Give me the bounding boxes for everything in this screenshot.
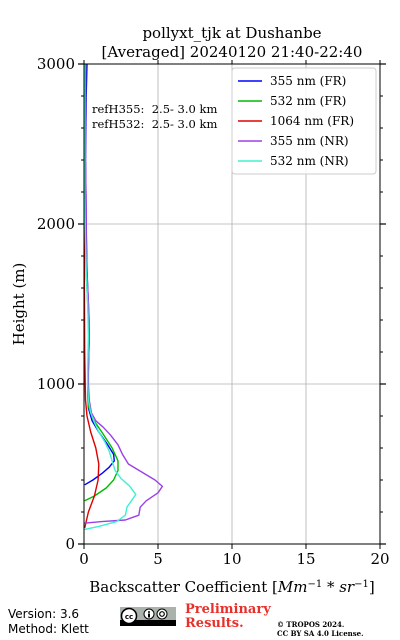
chart-title: pollyxt_tjk at Dushanbe <box>142 24 321 42</box>
legend-entry-0: 355 nm (FR) <box>270 74 346 88</box>
y-axis-label: Height (m) <box>10 263 28 346</box>
x-tick-label-0: 0 <box>79 550 89 568</box>
annotation-refh532: refH532: 2.5- 3.0 km <box>92 117 217 131</box>
reference-height-annotations: refH355: 2.5- 3.0 km refH532: 2.5- 3.0 k… <box>92 102 217 131</box>
preliminary-line-1: Preliminary <box>185 602 271 617</box>
legend-entry-4: 532 nm (NR) <box>270 154 349 168</box>
legend-box <box>231 67 377 175</box>
preliminary-line-2: Results. <box>185 616 244 631</box>
version-label: Version: 3.6 <box>8 607 80 621</box>
y-tick-label-0: 0 <box>65 535 75 553</box>
legend-entry-1: 532 nm (FR) <box>270 94 346 108</box>
annotation-refh355: refH355: 2.5- 3.0 km <box>92 102 217 116</box>
method-label: Method: Klett <box>8 622 89 636</box>
copyright-line-1: © TROPOS 2024. <box>277 620 345 629</box>
series-line-4 <box>83 64 137 531</box>
axis-ticks: 0 5 10 15 20 0 1000 2000 3000 <box>37 55 390 568</box>
y-tick-label-2: 2000 <box>37 215 75 233</box>
copyright-notice: © TROPOS 2024. CC BY SA 4.0 License. <box>277 620 364 638</box>
legend: 355 nm (FR) 532 nm (FR) 1064 nm (FR) 355 nm… <box>231 67 377 175</box>
y-tick-label-1: 1000 <box>37 375 75 393</box>
legend-entry-3: 355 nm (NR) <box>270 134 349 148</box>
svg-text:cc: cc <box>125 613 133 621</box>
copyright-line-2: CC BY SA 4.0 License. <box>277 629 364 638</box>
x-tick-label-2: 10 <box>222 550 241 568</box>
x-tick-label-3: 15 <box>296 550 315 568</box>
backscatter-profile-chart: pollyxt_tjk at Dushanbe [Averaged] 20240… <box>10 24 390 596</box>
cc-by-sa-icon: cc <box>120 607 176 626</box>
x-tick-label-1: 5 <box>153 550 163 568</box>
series-lines <box>83 63 164 531</box>
preliminary-results-notice: Preliminary Results. <box>185 603 271 631</box>
chart-subtitle: [Averaged] 20240120 21:40-22:40 <box>102 43 363 61</box>
x-axis-label: Backscatter Coefficient [Mm−1 * sr−1] <box>89 578 374 596</box>
y-tick-label-3: 3000 <box>37 55 75 73</box>
x-tick-label-4: 20 <box>370 550 389 568</box>
legend-entry-2: 1064 nm (FR) <box>270 114 354 128</box>
series-line-3 <box>83 64 164 524</box>
